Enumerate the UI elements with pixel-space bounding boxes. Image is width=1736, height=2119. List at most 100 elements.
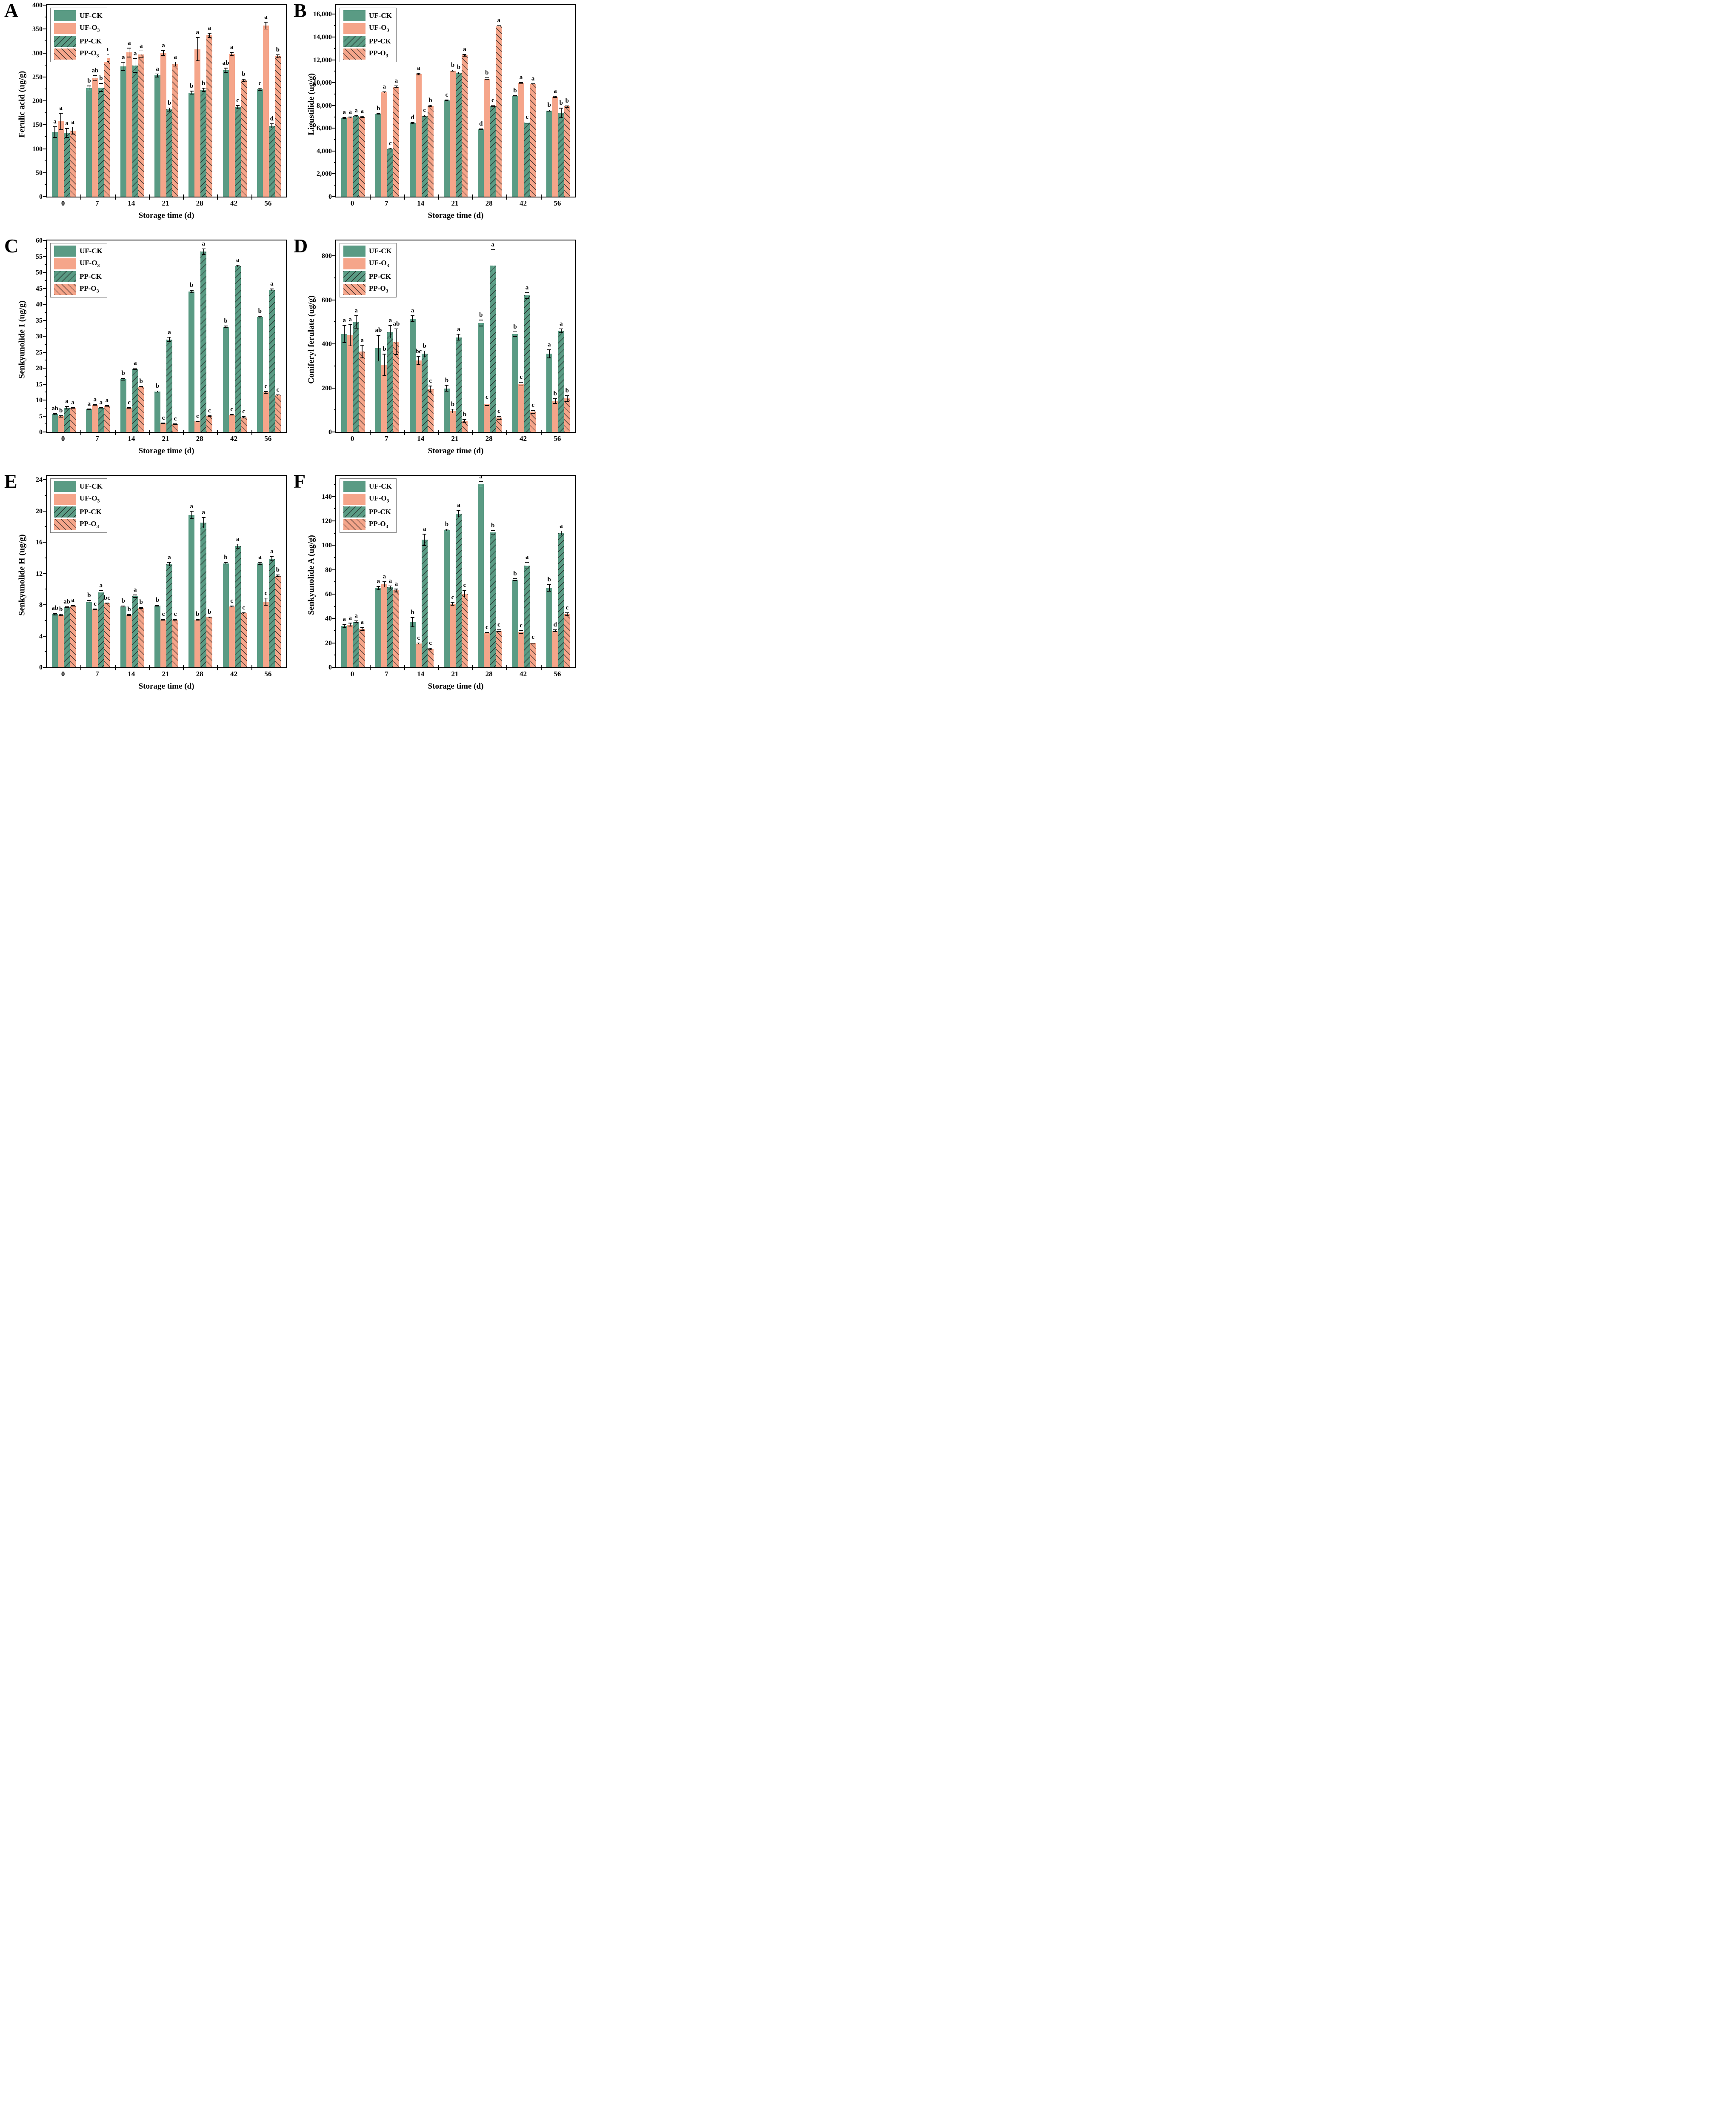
error-bar [237,265,238,267]
x-tick-label: 28 [196,199,203,207]
error-bar [157,605,158,606]
error-bar [175,61,176,66]
legend-label: UF-CK [80,482,103,490]
error-bar-cap [133,72,137,73]
panel-A: A Ferulic acid (ug/g) 0 50 100 150 200 250 300 35… [0,0,289,235]
sig-letter: a [99,399,103,406]
error-bar-cap [565,612,569,613]
bar [268,290,275,432]
bar [132,596,138,667]
bar [409,318,416,432]
error-bar-cap [65,606,69,607]
bar [558,113,564,197]
y-minor-tick [334,409,336,411]
bar [160,619,166,667]
bar [223,70,229,197]
sig-letter: a [139,42,143,49]
error-bar [390,325,391,339]
error-bar-cap [121,70,126,71]
x-boundary-tick [114,665,116,670]
bar-group-28: b c a c [473,240,507,432]
y-minor-tick [45,296,47,297]
bar-group-7: b a c a [370,5,404,197]
error-bar [197,619,198,621]
error-bar-cap [525,298,529,299]
bar [449,411,456,432]
error-bar-cap [173,61,177,63]
bar [381,92,388,197]
legend-label: PP-O3 [80,520,99,529]
error-bar-cap [485,633,489,635]
error-bar-cap [224,562,228,563]
sig-letter: a [208,25,211,32]
x-tick-label: 42 [230,199,238,207]
legend-item-uf-o3: UF-O3 [54,258,103,269]
bar [206,617,213,667]
legend-item-pp-o3: PP-O3 [54,49,103,60]
error-bar [134,58,136,73]
error-bar [356,115,357,117]
bar [172,424,178,432]
bar [223,326,229,432]
sig-letter: b [377,105,380,112]
error-bar-cap [547,357,551,358]
sig-letter: b [559,100,563,107]
y-tick [43,573,47,574]
y-tick [43,320,47,321]
error-bar-cap [276,395,280,396]
x-boundary-tick [148,665,150,670]
error-bar [197,37,198,61]
error-bar [549,349,550,358]
x-boundary-tick [251,194,252,200]
error-bar-cap [463,56,467,57]
error-bar [464,54,465,57]
bar-group-28: a b a b [183,476,217,667]
x-boundary-tick [80,430,82,435]
error-bar-cap [553,96,557,97]
legend-item-uf-o3: UF-O3 [54,494,103,505]
error-bar-cap [258,562,262,563]
error-bar-cap [394,354,398,355]
sig-letter: c [429,640,432,647]
y-tick-label: 8,000 [317,102,332,109]
error-bar-cap [173,424,177,425]
error-bar-cap [161,423,166,424]
y-tick-label: 400 [32,2,43,9]
legend-label: UF-O3 [369,494,389,504]
error-bar-cap [59,417,63,418]
legend-label: PP-CK [80,272,102,280]
legend-swatch-pp-ck [343,506,365,518]
sig-letter: b [99,75,103,82]
x-boundary-tick [183,665,184,670]
sig-letter: a [105,397,109,404]
error-bar-cap [428,649,433,650]
bar [194,619,201,667]
bar-group-28: d b c a [473,5,507,197]
error-bar-cap [127,614,131,615]
y-tick-label: 50 [36,169,43,177]
error-bar [458,334,459,341]
y-tick-label: 0 [328,664,332,671]
error-bar-cap [423,116,427,117]
y-tick [43,352,47,353]
x-tick-label: 14 [417,670,425,678]
bar [172,619,178,667]
bar [461,421,468,432]
bar [518,384,524,432]
error-bar [492,530,494,535]
error-bar-cap [457,340,461,341]
sig-letter: c [230,406,233,413]
sig-letter: a [53,118,57,125]
bar [552,631,558,667]
error-bar [134,368,136,370]
error-bar-cap [485,401,489,403]
x-boundary-tick [80,194,82,200]
legend-swatch-pp-o3 [54,49,76,60]
bar [274,56,281,197]
y-tick-label: 100 [32,145,43,153]
sig-letter: c [162,611,165,618]
bar [490,532,496,667]
legend-label: UF-O3 [369,259,389,269]
